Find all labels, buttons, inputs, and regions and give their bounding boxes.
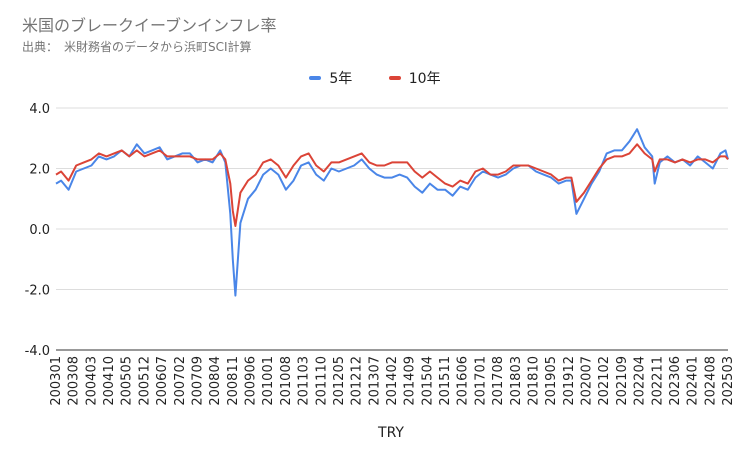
x-tick-label: 201810: [527, 356, 542, 406]
x-tick-label: 201008: [279, 356, 294, 406]
x-tick-label: 200804: [208, 356, 223, 406]
x-tick-label: 200702: [173, 356, 188, 406]
x-tick-label: 202401: [686, 356, 701, 406]
x-tick-label: 201409: [403, 356, 418, 406]
x-tick-label: 201504: [420, 356, 435, 406]
y-tick-label: 4.0: [29, 102, 50, 117]
legend-item-10y[interactable]: 10年: [388, 68, 441, 88]
x-tick-label: 202204: [633, 356, 648, 406]
chart-subtitle: 出典： 米財務省のデータから浜町SCI計算: [22, 40, 252, 54]
legend: 5年 10年: [0, 68, 750, 88]
x-tick-label: 202109: [615, 356, 630, 406]
x-tick-label: 200811: [226, 356, 241, 406]
x-tick-label: 200410: [102, 356, 117, 406]
x-tick-label: 202503: [721, 356, 736, 406]
x-tick-label: 201708: [491, 356, 506, 406]
x-tick-label: 201511: [438, 356, 453, 406]
x-tick-label: 200403: [84, 356, 99, 406]
y-tick-label: -2.0: [25, 284, 50, 299]
chart-title: 米国のブレークイーブンインフレ率: [22, 16, 277, 35]
x-axis-ticks: 200301 200308 200403 200410 200505 200512 2006…: [49, 356, 736, 406]
x-tick-label: 202211: [650, 356, 665, 406]
y-tick-label: 0.0: [29, 223, 50, 238]
legend-swatch-10y: [388, 76, 401, 80]
y-tick-label: -4.0: [25, 344, 50, 359]
x-tick-label: 200709: [191, 356, 206, 406]
x-tick-label: 200308: [67, 356, 82, 406]
x-tick-label: 201912: [562, 356, 577, 406]
series-lines: [55, 128, 729, 297]
x-tick-label: 201001: [261, 356, 276, 406]
x-tick-label: 202007: [580, 356, 595, 406]
x-tick-label: 200906: [244, 356, 259, 406]
series-line-10y: [55, 143, 729, 227]
x-tick-label: 200505: [120, 356, 135, 406]
legend-label-5y: 5年: [329, 71, 353, 87]
legend-label-10y: 10年: [408, 71, 441, 87]
x-tick-label: 201212: [350, 356, 365, 406]
x-tick-label: 200607: [155, 356, 170, 406]
x-tick-label: 201803: [509, 356, 524, 406]
x-tick-label: 200301: [49, 356, 64, 406]
x-tick-label: 201103: [297, 356, 312, 406]
x-tick-label: 202306: [668, 356, 683, 406]
x-tick-label: 201307: [367, 356, 382, 406]
x-tick-label: 201701: [473, 356, 488, 406]
x-tick-label: 202102: [597, 356, 612, 406]
legend-swatch-5y: [309, 76, 322, 80]
x-tick-label: 202408: [703, 356, 718, 406]
y-tick-label: 2.0: [29, 163, 50, 178]
gridlines: [56, 107, 728, 351]
legend-item-5y[interactable]: 5年: [309, 68, 352, 88]
x-tick-label: 201606: [456, 356, 471, 406]
x-axis-title: TRY: [377, 425, 404, 441]
x-tick-label: 201402: [385, 356, 400, 406]
x-tick-label: 201205: [332, 356, 347, 406]
y-axis-ticks: 4.0 2.0 0.0 -2.0 -4.0: [25, 102, 50, 359]
x-tick-label: 200512: [137, 356, 152, 406]
x-tick-label: 201905: [544, 356, 559, 406]
x-tick-label: 201110: [314, 356, 329, 406]
